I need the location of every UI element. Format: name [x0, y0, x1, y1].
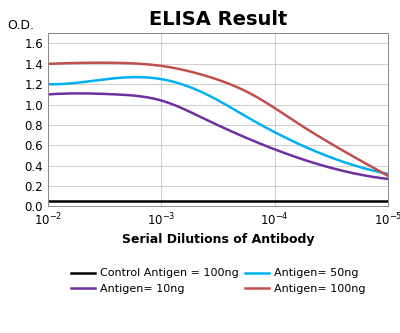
Legend: Control Antigen = 100ng, Antigen= 10ng, Antigen= 50ng, Antigen= 100ng: Control Antigen = 100ng, Antigen= 10ng, …: [66, 264, 370, 298]
Text: O.D.: O.D.: [7, 19, 34, 32]
X-axis label: Serial Dilutions of Antibody: Serial Dilutions of Antibody: [122, 233, 314, 246]
Title: ELISA Result: ELISA Result: [149, 10, 287, 29]
